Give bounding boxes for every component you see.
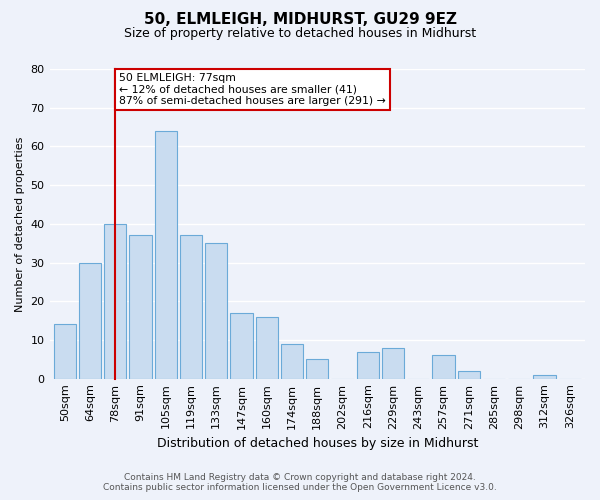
Bar — [130, 236, 152, 378]
Bar — [180, 236, 202, 378]
Bar — [382, 348, 404, 378]
Bar — [306, 360, 328, 378]
Text: 50 ELMLEIGH: 77sqm
← 12% of detached houses are smaller (41)
87% of semi-detache: 50 ELMLEIGH: 77sqm ← 12% of detached hou… — [119, 73, 386, 106]
Text: Contains HM Land Registry data © Crown copyright and database right 2024.
Contai: Contains HM Land Registry data © Crown c… — [103, 473, 497, 492]
Bar — [356, 352, 379, 378]
Bar — [281, 344, 303, 378]
Y-axis label: Number of detached properties: Number of detached properties — [15, 136, 25, 312]
Bar — [458, 371, 480, 378]
Text: Size of property relative to detached houses in Midhurst: Size of property relative to detached ho… — [124, 28, 476, 40]
Bar — [79, 262, 101, 378]
Text: 50, ELMLEIGH, MIDHURST, GU29 9EZ: 50, ELMLEIGH, MIDHURST, GU29 9EZ — [143, 12, 457, 28]
Bar — [104, 224, 127, 378]
Bar — [433, 356, 455, 378]
Bar — [205, 243, 227, 378]
Bar — [53, 324, 76, 378]
Bar — [155, 131, 177, 378]
X-axis label: Distribution of detached houses by size in Midhurst: Distribution of detached houses by size … — [157, 437, 478, 450]
Bar — [256, 316, 278, 378]
Bar — [533, 375, 556, 378]
Bar — [230, 313, 253, 378]
